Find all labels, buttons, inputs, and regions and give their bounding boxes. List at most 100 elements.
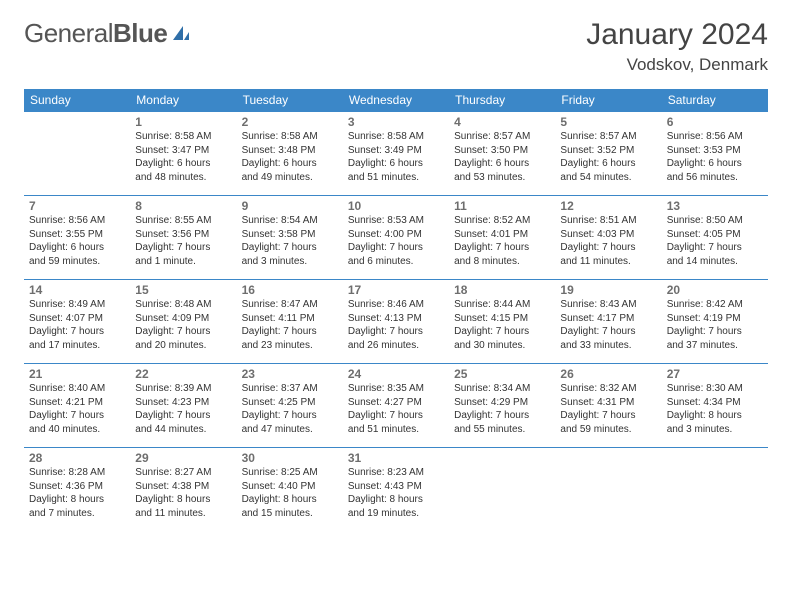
day-number: 21 (29, 367, 125, 381)
daylight-line: Daylight: 8 hours (667, 409, 763, 423)
sunrise-line: Sunrise: 8:54 AM (242, 214, 338, 228)
calendar-cell: 3Sunrise: 8:58 AMSunset: 3:49 PMDaylight… (343, 112, 449, 196)
day-number: 28 (29, 451, 125, 465)
sunset-line: Sunset: 4:38 PM (135, 480, 231, 494)
calendar-cell: 13Sunrise: 8:50 AMSunset: 4:05 PMDayligh… (662, 196, 768, 280)
location-label: Vodskov, Denmark (586, 55, 768, 75)
calendar-cell: 8Sunrise: 8:55 AMSunset: 3:56 PMDaylight… (130, 196, 236, 280)
sunset-line: Sunset: 4:07 PM (29, 312, 125, 326)
calendar-cell (555, 448, 661, 532)
weekday-header: Friday (555, 89, 661, 112)
daylight-line: Daylight: 7 hours (560, 409, 656, 423)
day-number: 19 (560, 283, 656, 297)
calendar-cell (662, 448, 768, 532)
calendar-week-row: 1Sunrise: 8:58 AMSunset: 3:47 PMDaylight… (24, 112, 768, 196)
day-number: 26 (560, 367, 656, 381)
sunset-line: Sunset: 3:52 PM (560, 144, 656, 158)
sunrise-line: Sunrise: 8:51 AM (560, 214, 656, 228)
day-number: 12 (560, 199, 656, 213)
weekday-header: Thursday (449, 89, 555, 112)
daylight-line: and 59 minutes. (29, 255, 125, 269)
day-number: 3 (348, 115, 444, 129)
calendar-week-row: 14Sunrise: 8:49 AMSunset: 4:07 PMDayligh… (24, 280, 768, 364)
calendar-cell: 2Sunrise: 8:58 AMSunset: 3:48 PMDaylight… (237, 112, 343, 196)
brand-logo: GeneralBlue (24, 18, 191, 49)
calendar-cell: 19Sunrise: 8:43 AMSunset: 4:17 PMDayligh… (555, 280, 661, 364)
sunrise-line: Sunrise: 8:37 AM (242, 382, 338, 396)
daylight-line: Daylight: 8 hours (348, 493, 444, 507)
calendar-cell: 1Sunrise: 8:58 AMSunset: 3:47 PMDaylight… (130, 112, 236, 196)
calendar-cell: 5Sunrise: 8:57 AMSunset: 3:52 PMDaylight… (555, 112, 661, 196)
weekday-header: Sunday (24, 89, 130, 112)
sunset-line: Sunset: 4:27 PM (348, 396, 444, 410)
sunset-line: Sunset: 4:13 PM (348, 312, 444, 326)
day-number: 30 (242, 451, 338, 465)
daylight-line: and 3 minutes. (667, 423, 763, 437)
daylight-line: Daylight: 7 hours (560, 241, 656, 255)
daylight-line: Daylight: 7 hours (348, 409, 444, 423)
daylight-line: and 55 minutes. (454, 423, 550, 437)
daylight-line: Daylight: 8 hours (29, 493, 125, 507)
sunset-line: Sunset: 3:49 PM (348, 144, 444, 158)
sail-icon (171, 24, 191, 44)
sunrise-line: Sunrise: 8:34 AM (454, 382, 550, 396)
sunrise-line: Sunrise: 8:43 AM (560, 298, 656, 312)
calendar-cell: 12Sunrise: 8:51 AMSunset: 4:03 PMDayligh… (555, 196, 661, 280)
sunset-line: Sunset: 3:55 PM (29, 228, 125, 242)
calendar-cell: 27Sunrise: 8:30 AMSunset: 4:34 PMDayligh… (662, 364, 768, 448)
calendar-cell: 30Sunrise: 8:25 AMSunset: 4:40 PMDayligh… (237, 448, 343, 532)
calendar-cell: 15Sunrise: 8:48 AMSunset: 4:09 PMDayligh… (130, 280, 236, 364)
day-number: 15 (135, 283, 231, 297)
month-title: January 2024 (586, 18, 768, 52)
calendar-cell: 9Sunrise: 8:54 AMSunset: 3:58 PMDaylight… (237, 196, 343, 280)
sunrise-line: Sunrise: 8:53 AM (348, 214, 444, 228)
calendar-cell: 7Sunrise: 8:56 AMSunset: 3:55 PMDaylight… (24, 196, 130, 280)
weekday-row: SundayMondayTuesdayWednesdayThursdayFrid… (24, 89, 768, 112)
daylight-line: Daylight: 7 hours (135, 241, 231, 255)
daylight-line: Daylight: 7 hours (135, 409, 231, 423)
daylight-line: and 53 minutes. (454, 171, 550, 185)
sunset-line: Sunset: 4:11 PM (242, 312, 338, 326)
day-number: 14 (29, 283, 125, 297)
daylight-line: and 1 minute. (135, 255, 231, 269)
daylight-line: and 37 minutes. (667, 339, 763, 353)
calendar-cell: 6Sunrise: 8:56 AMSunset: 3:53 PMDaylight… (662, 112, 768, 196)
brand-name-2: Blue (113, 18, 167, 48)
weekday-header: Monday (130, 89, 236, 112)
sunrise-line: Sunrise: 8:30 AM (667, 382, 763, 396)
sunrise-line: Sunrise: 8:56 AM (29, 214, 125, 228)
daylight-line: and 7 minutes. (29, 507, 125, 521)
calendar-cell: 16Sunrise: 8:47 AMSunset: 4:11 PMDayligh… (237, 280, 343, 364)
sunset-line: Sunset: 4:00 PM (348, 228, 444, 242)
sunset-line: Sunset: 3:47 PM (135, 144, 231, 158)
daylight-line: Daylight: 7 hours (560, 325, 656, 339)
sunrise-line: Sunrise: 8:55 AM (135, 214, 231, 228)
daylight-line: and 11 minutes. (560, 255, 656, 269)
daylight-line: and 51 minutes. (348, 423, 444, 437)
daylight-line: and 26 minutes. (348, 339, 444, 353)
daylight-line: and 30 minutes. (454, 339, 550, 353)
weekday-header: Wednesday (343, 89, 449, 112)
calendar-cell: 26Sunrise: 8:32 AMSunset: 4:31 PMDayligh… (555, 364, 661, 448)
sunset-line: Sunset: 4:21 PM (29, 396, 125, 410)
sunset-line: Sunset: 3:53 PM (667, 144, 763, 158)
sunset-line: Sunset: 4:36 PM (29, 480, 125, 494)
calendar-cell (24, 112, 130, 196)
sunset-line: Sunset: 3:56 PM (135, 228, 231, 242)
daylight-line: and 19 minutes. (348, 507, 444, 521)
sunrise-line: Sunrise: 8:58 AM (242, 130, 338, 144)
sunrise-line: Sunrise: 8:28 AM (29, 466, 125, 480)
daylight-line: Daylight: 7 hours (348, 325, 444, 339)
sunset-line: Sunset: 4:17 PM (560, 312, 656, 326)
page-header: GeneralBlue January 2024 Vodskov, Denmar… (24, 18, 768, 75)
calendar-cell: 22Sunrise: 8:39 AMSunset: 4:23 PMDayligh… (130, 364, 236, 448)
sunrise-line: Sunrise: 8:58 AM (135, 130, 231, 144)
day-number: 7 (29, 199, 125, 213)
sunrise-line: Sunrise: 8:40 AM (29, 382, 125, 396)
daylight-line: Daylight: 8 hours (242, 493, 338, 507)
day-number: 10 (348, 199, 444, 213)
calendar-table: SundayMondayTuesdayWednesdayThursdayFrid… (24, 89, 768, 532)
calendar-cell: 29Sunrise: 8:27 AMSunset: 4:38 PMDayligh… (130, 448, 236, 532)
sunrise-line: Sunrise: 8:57 AM (454, 130, 550, 144)
day-number: 24 (348, 367, 444, 381)
